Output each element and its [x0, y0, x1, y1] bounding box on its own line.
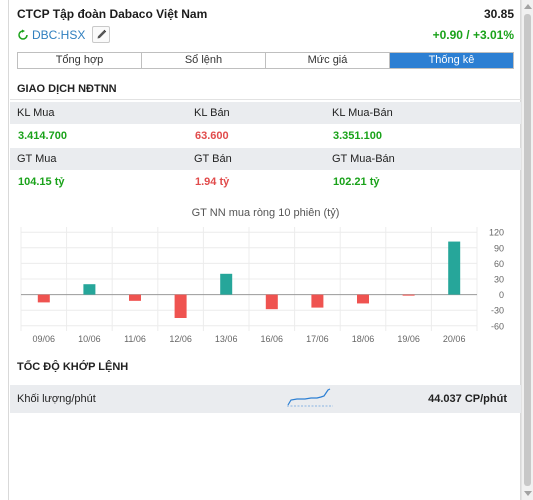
pencil-icon — [96, 29, 107, 40]
scroll-down-icon[interactable] — [524, 491, 532, 496]
net-volume-label: KL Mua-Bán — [332, 107, 393, 119]
x-tick-label: 16/06 — [261, 334, 284, 344]
y-tick-label: 0 — [499, 290, 504, 300]
x-tick-label: 09/06 — [33, 334, 56, 344]
sell-value-value: 1.94 tỷ — [195, 176, 229, 188]
y-tick-label: -30 — [491, 306, 504, 316]
sell-volume-value: 63.600 — [195, 130, 229, 142]
current-price: 30.85 — [484, 7, 514, 21]
tab-order-book[interactable]: Sổ lệnh — [142, 53, 266, 68]
bar-17-06 — [311, 295, 323, 308]
volume-per-minute-value: 44.037 CP/phút — [428, 393, 507, 405]
ticker-row: DBC:HSX +0.90 / +3.01% — [17, 26, 514, 44]
match-speed-title: TỐC ĐỘ KHỚP LỆNH — [17, 361, 128, 373]
x-tick-label: 19/06 — [397, 334, 420, 344]
sell-volume-label: KL Bán — [194, 107, 230, 119]
stock-detail-panel: CTCP Tập đoàn Dabaco Việt Nam 30.85 DBC:… — [8, 0, 521, 500]
scroll-up-icon[interactable] — [524, 4, 532, 9]
bar-18-06 — [357, 295, 369, 304]
x-tick-label: 17/06 — [306, 334, 329, 344]
y-tick-label: 60 — [494, 259, 504, 269]
buy-volume-label: KL Mua — [17, 107, 55, 119]
x-tick-label: 10/06 — [78, 334, 101, 344]
edit-button[interactable] — [92, 26, 110, 43]
tab-statistics[interactable]: Thống kê — [390, 53, 513, 68]
bar-12-06 — [175, 295, 187, 318]
y-tick-label: -60 — [491, 321, 504, 331]
foreign-trading-title: GIAO DỊCH NĐTNN — [17, 83, 117, 95]
title-row: CTCP Tập đoàn Dabaco Việt Nam 30.85 — [17, 7, 514, 23]
net-volume-value: 3.351.100 — [333, 130, 382, 142]
buy-volume-value: 3.414.700 — [18, 130, 67, 142]
bar-13-06 — [220, 274, 232, 295]
y-tick-label: 30 — [494, 275, 504, 285]
volume-labels-row: KL Mua KL Bán KL Mua-Bán — [10, 102, 521, 124]
volume-per-minute-label: Khối lượng/phút — [17, 393, 96, 405]
tab-bar: Tổng hợp Sổ lệnh Mức giá Thống kê — [17, 52, 514, 69]
speed-sparkline — [287, 387, 333, 409]
y-tick-label: 90 — [494, 243, 504, 253]
value-values-row: 104.15 tỷ 1.94 tỷ 102.21 tỷ — [10, 171, 521, 193]
x-tick-label: 12/06 — [169, 334, 192, 344]
x-tick-label: 20/06 — [443, 334, 466, 344]
x-tick-label: 18/06 — [352, 334, 375, 344]
value-labels-row: GT Mua GT Bán GT Mua-Bán — [10, 148, 521, 170]
match-speed-row: Khối lượng/phút 44.037 CP/phút — [10, 385, 521, 413]
chart-title: GT NN mua ròng 10 phiên (tỷ) — [9, 207, 522, 219]
foreign-trading-header: GIAO DỊCH NĐTNN — [10, 78, 521, 100]
price-change: +0.90 / +3.01% — [433, 28, 514, 42]
x-tick-label: 13/06 — [215, 334, 238, 344]
refresh-icon — [17, 29, 29, 41]
net-value-label: GT Mua-Bán — [332, 153, 395, 165]
bar-16-06 — [266, 295, 278, 310]
buy-value-value: 104.15 tỷ — [18, 176, 64, 188]
y-tick-label: 120 — [489, 228, 504, 238]
bar-10-06 — [83, 284, 95, 294]
bar-20-06 — [448, 242, 460, 295]
match-speed-header: TỐC ĐỘ KHỚP LỆNH — [10, 356, 521, 378]
tab-summary[interactable]: Tổng hợp — [18, 53, 142, 68]
company-name: CTCP Tập đoàn Dabaco Việt Nam — [17, 7, 207, 21]
bar-09-06 — [38, 295, 50, 303]
bar-19-06 — [403, 295, 415, 296]
net-buy-bar-chart: 120 90 60 30 0 -30 -60 09/06 10/06 11/06 12/06 13/0… — [9, 225, 522, 347]
vertical-scrollbar[interactable] — [521, 0, 533, 500]
sell-value-label: GT Bán — [194, 153, 232, 165]
buy-value-label: GT Mua — [17, 153, 57, 165]
ticker-symbol[interactable]: DBC:HSX — [32, 28, 85, 42]
bar-11-06 — [129, 295, 141, 301]
volume-values-row: 3.414.700 63.600 3.351.100 — [10, 125, 521, 147]
scrollbar-thumb[interactable] — [524, 14, 531, 486]
tab-price-levels[interactable]: Mức giá — [266, 53, 390, 68]
net-value-value: 102.21 tỷ — [333, 176, 379, 188]
x-tick-label: 11/06 — [124, 334, 146, 344]
